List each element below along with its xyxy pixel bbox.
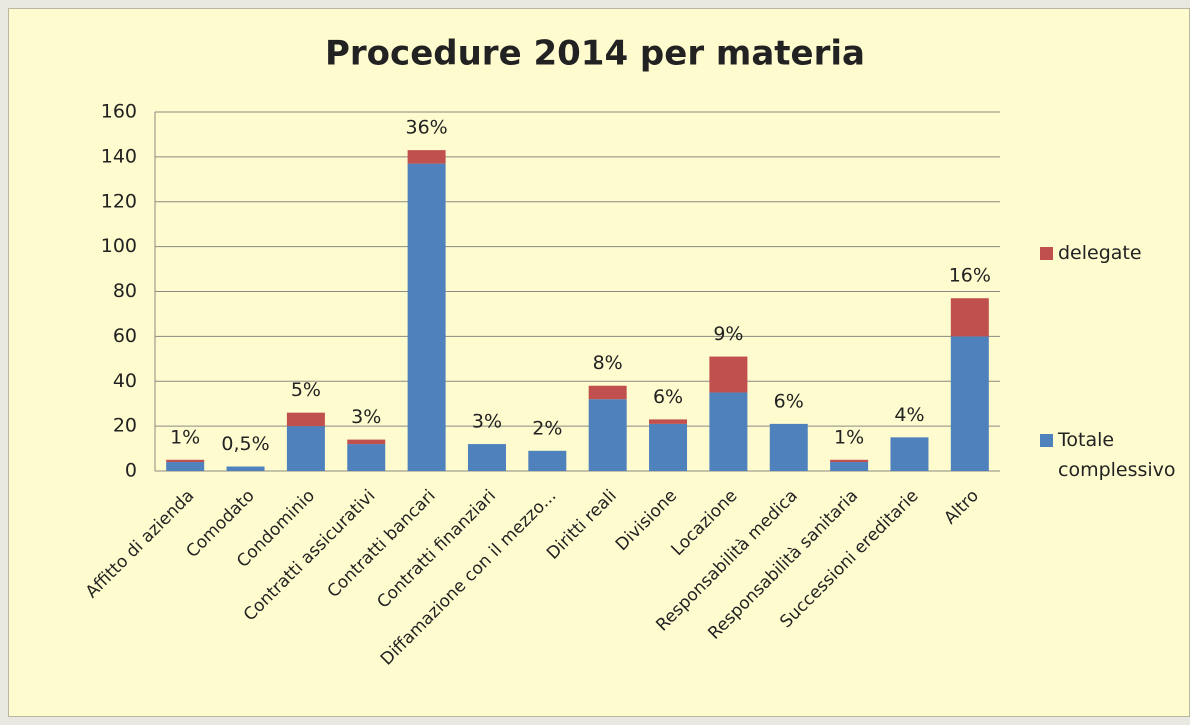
- bar-segment: [166, 459, 205, 463]
- bar-annotation: 3%: [351, 406, 381, 428]
- bar-annotation: 16%: [949, 265, 991, 287]
- y-tick-label: 100: [101, 235, 137, 257]
- bar-segment: [286, 412, 325, 427]
- bar-segment: [226, 466, 265, 471]
- bar-annotation: 3%: [472, 411, 502, 433]
- bar-segment: [890, 437, 929, 471]
- y-tick-label: 160: [101, 101, 137, 123]
- x-tick-label: Contratti bancari: [324, 486, 440, 602]
- bar-annotation: 6%: [774, 390, 804, 412]
- bar-segment: [407, 150, 446, 164]
- bar-segment: [769, 423, 808, 471]
- bar-annotation: 0,5%: [221, 433, 269, 455]
- bar-segment: [528, 450, 567, 471]
- bar-segment: [286, 426, 325, 471]
- y-tick-label: 0: [125, 460, 137, 482]
- bar-segment: [709, 392, 748, 471]
- bar-segment: [649, 423, 688, 471]
- chart-frame: [8, 8, 1190, 717]
- chart-title: Procedure 2014 per materia: [325, 34, 865, 74]
- y-tick-label: 40: [113, 370, 137, 392]
- legend-swatch: [1040, 247, 1053, 260]
- bar-segment: [407, 163, 446, 471]
- legend-item: Totale complessivo: [1040, 425, 1190, 485]
- bar-segment: [467, 444, 506, 471]
- bar-annotation: 2%: [532, 417, 562, 439]
- bar-segment: [950, 298, 989, 337]
- bar-annotation: 1%: [834, 426, 864, 448]
- bar-annotation: 36%: [405, 117, 447, 139]
- y-tick-label: 20: [113, 415, 137, 437]
- bar-segment: [588, 385, 627, 400]
- bar-segment: [830, 459, 869, 463]
- y-tick-label: 140: [101, 145, 137, 167]
- bar-segment: [950, 336, 989, 471]
- x-tick-label: Contratti finanziari: [373, 486, 500, 613]
- bar-annotation: 1%: [170, 426, 200, 448]
- bar-segment: [347, 439, 386, 445]
- y-tick-label: 120: [101, 190, 137, 212]
- x-tick-label: Altro: [940, 486, 982, 528]
- legend-label: Totale complessivo: [1058, 429, 1176, 481]
- bar-annotation: 5%: [291, 379, 321, 401]
- legend-label: delegate: [1058, 242, 1142, 264]
- bar-segment: [588, 399, 627, 471]
- bar-segment: [649, 419, 688, 424]
- bar-annotation: 4%: [894, 404, 924, 426]
- bar-annotation: 8%: [593, 352, 623, 374]
- bar-segment: [709, 356, 748, 393]
- y-tick-label: 60: [113, 325, 137, 347]
- bar-annotation: 6%: [653, 386, 683, 408]
- legend-swatch: [1040, 434, 1053, 447]
- bar-segment: [830, 462, 869, 471]
- x-tick-label: Affitto di azienda: [82, 486, 198, 602]
- bar-segment: [166, 462, 205, 471]
- legend-item: delegate: [1040, 238, 1190, 268]
- y-tick-label: 80: [113, 280, 137, 302]
- bar-annotation: 9%: [713, 323, 743, 345]
- bar-segment: [347, 444, 386, 471]
